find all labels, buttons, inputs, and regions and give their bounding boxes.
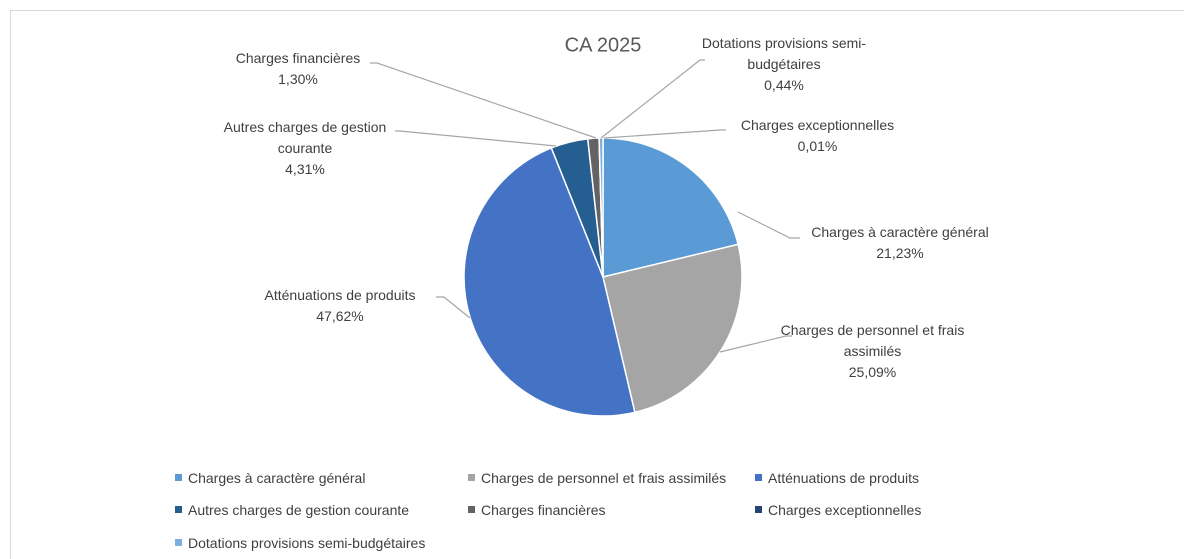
legend-swatch xyxy=(468,474,475,481)
pie-slice xyxy=(463,146,636,417)
data-label-category: Charges exceptionnelles xyxy=(740,117,895,133)
legend-entry: Charges de personnel et frais assimilés xyxy=(468,470,726,486)
data-label-value: 1,30% xyxy=(278,71,318,87)
data-label-value: 4,31% xyxy=(285,161,325,177)
legend-entry: Autres charges de gestion courante xyxy=(175,502,409,518)
data-label: Charges financières 1,30% xyxy=(218,48,378,90)
legend-swatch xyxy=(175,506,182,513)
leader-line xyxy=(600,59,705,139)
data-label: Autres charges de gestion courante 4,31% xyxy=(205,117,405,180)
legend-entry: Dotations provisions semi-budgétaires xyxy=(175,535,425,551)
data-label: Charges à caractère général 21,23% xyxy=(790,222,1010,264)
legend-entry: Charges exceptionnelles xyxy=(755,502,921,518)
chart-title: CA 2025 xyxy=(565,34,642,56)
data-label-value: 47,62% xyxy=(316,308,364,324)
leader-line xyxy=(395,130,557,147)
data-label-value: 0,01% xyxy=(797,138,838,154)
data-label-value: 0,44% xyxy=(764,77,804,93)
legend-entry: Charges à caractère général xyxy=(175,470,365,486)
data-label-category: Charges financières xyxy=(235,50,361,66)
data-label-category: Dotations provisions semi-budgétaires xyxy=(701,35,867,72)
legend-swatch xyxy=(755,506,762,513)
legend-swatch xyxy=(755,474,762,481)
legend-label: Dotations provisions semi-budgétaires xyxy=(188,535,426,551)
data-label: Atténuations de produits 47,62% xyxy=(240,285,440,327)
data-label-value: 21,23% xyxy=(876,245,924,261)
pie-slice xyxy=(602,243,743,414)
data-label: Charges de personnel et frais assimilés 2… xyxy=(760,320,985,383)
legend-label: Charges de personnel et frais assimilés xyxy=(481,470,727,486)
leader-line xyxy=(737,211,800,239)
legend-swatch xyxy=(468,506,475,513)
data-label-category: Charges de personnel et frais assimilés xyxy=(780,322,965,359)
leader-line xyxy=(603,129,726,139)
legend-label: Charges exceptionnelles xyxy=(768,502,922,518)
data-label-category: Atténuations de produits xyxy=(264,287,416,303)
data-label: Charges exceptionnelles 0,01% xyxy=(710,115,925,157)
data-label-category: Autres charges de gestion courante xyxy=(223,119,387,156)
legend-label: Charges financières xyxy=(481,502,606,518)
legend-entry: Charges financières xyxy=(468,502,606,518)
data-label: Dotations provisions semi-budgétaires 0,4… xyxy=(684,33,884,96)
leader-line xyxy=(370,62,597,139)
leader-line xyxy=(719,335,792,353)
legend-label: Atténuations de produits xyxy=(768,470,919,486)
data-label-category: Charges à caractère général xyxy=(811,224,989,240)
leader-line xyxy=(436,296,471,319)
data-label-value: 25,09% xyxy=(848,364,897,380)
legend-entry: Atténuations de produits xyxy=(755,470,919,486)
legend-swatch xyxy=(175,539,182,546)
legend-swatch xyxy=(175,474,182,481)
legend-label: Autres charges de gestion courante xyxy=(188,502,410,518)
legend-label: Charges à caractère général xyxy=(188,470,366,486)
pie-slice xyxy=(602,137,740,278)
chart-border xyxy=(10,10,1184,559)
